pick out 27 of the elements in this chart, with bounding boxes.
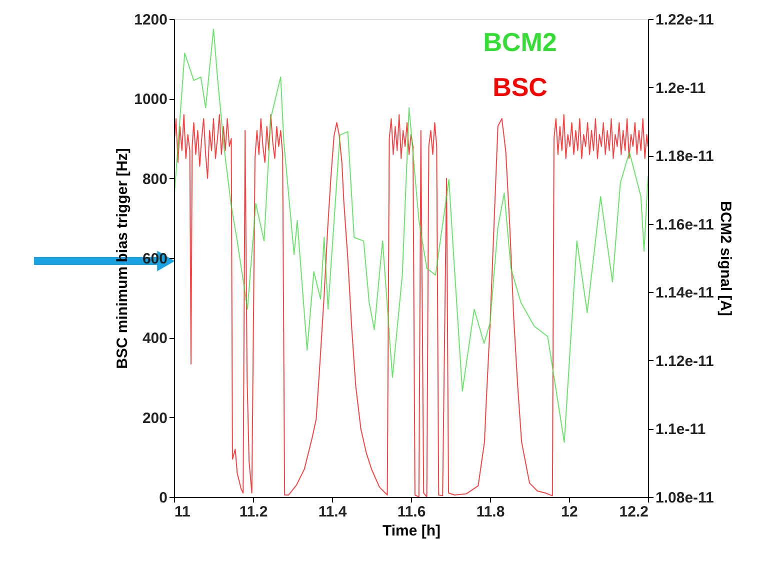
y2-tick-label: 1.1e-11 <box>656 421 706 438</box>
y-tick-label: 1200 <box>134 12 168 28</box>
y2-tick-label: 1.14e-11 <box>656 284 714 302</box>
y2-tick-label: 1.2e-11 <box>656 80 706 97</box>
x-tick-label: 11.2 <box>239 504 268 520</box>
x-tick-label: 12 <box>561 504 578 520</box>
x-tick-label: 11 <box>174 504 190 520</box>
x-axis-title: Time [h] <box>382 522 441 540</box>
line-series <box>174 28 648 443</box>
y-tick-label: 1000 <box>134 91 168 108</box>
y2-tick-label: 1.12e-11 <box>656 352 714 370</box>
y2-tick-label: 1.22e-11 <box>656 12 714 28</box>
x-tick-label: 11.8 <box>476 504 505 520</box>
series-label: BSC <box>492 72 548 102</box>
text: BCM2 <box>483 27 557 57</box>
y-axis-title: BSC minimum bias trigger [Hz] <box>114 148 132 369</box>
x-tick-label: 12.2 <box>619 504 648 520</box>
y2-tick-label: 1.18e-11 <box>656 148 714 166</box>
x-tick-label: 11.6 <box>397 504 426 520</box>
y2-axis-title: BCM2 signal [A] <box>716 200 734 316</box>
y-tick-label: 0 <box>159 490 168 506</box>
y-tick-label: 200 <box>142 410 168 427</box>
y-tick-label: 800 <box>142 170 168 188</box>
y2-tick-label: 1.16e-11 <box>656 216 714 234</box>
y2-tick-label: 1.08e-11 <box>656 490 714 506</box>
y-tick-label: 400 <box>142 330 168 348</box>
x-tick-label: 11.4 <box>318 504 348 520</box>
